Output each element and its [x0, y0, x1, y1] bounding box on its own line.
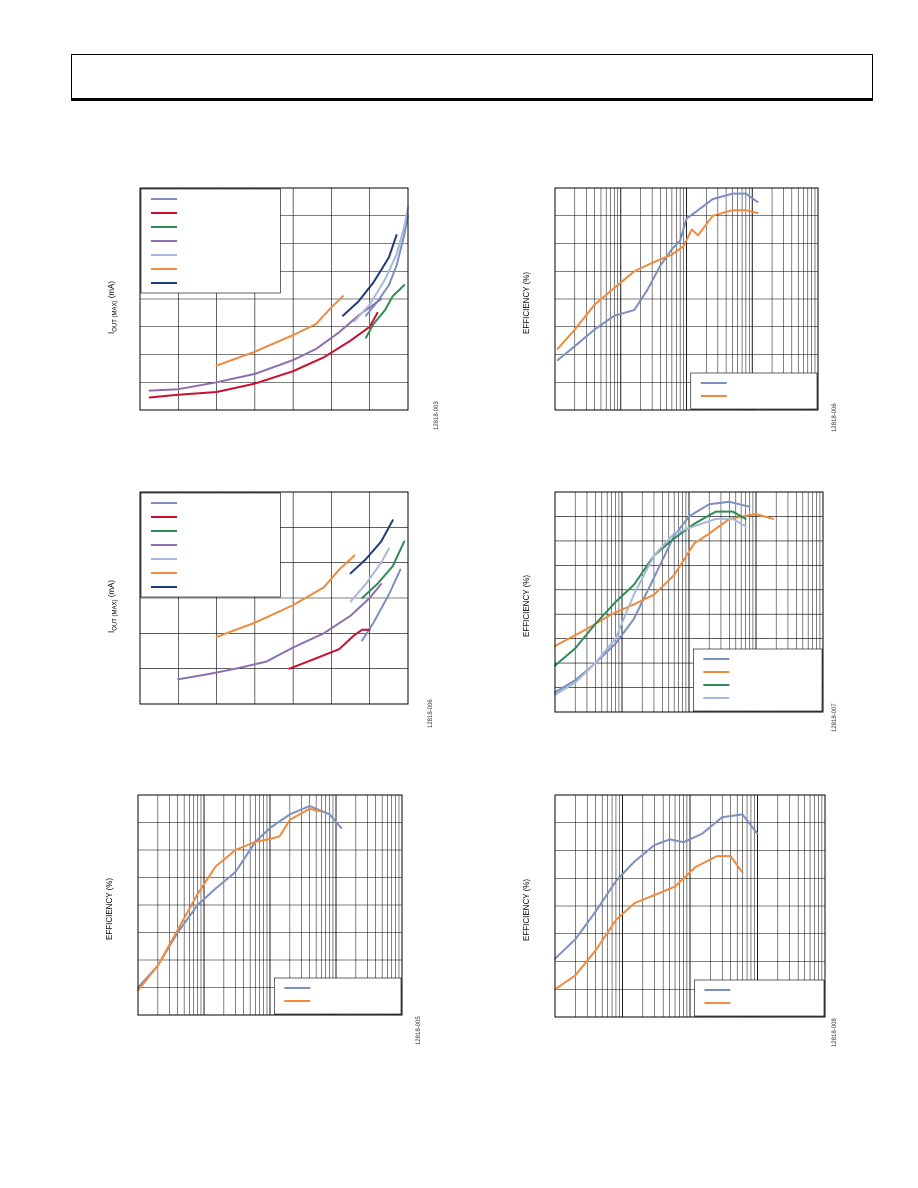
chart-svg-fig4	[554, 491, 824, 713]
series-line	[288, 628, 371, 670]
figure-id: 12818-003	[434, 401, 440, 430]
legend	[690, 372, 818, 410]
legend	[693, 648, 823, 712]
chart-svg-fig6	[554, 794, 826, 1018]
plot-frame	[139, 491, 409, 705]
y-axis-label-main: I	[107, 331, 116, 334]
plot-frame	[554, 794, 826, 1018]
series-line	[137, 805, 343, 989]
series-line	[556, 209, 759, 350]
chart-efficiency-2: EFFICIENCY (%) 12818-007	[520, 480, 838, 770]
chart-efficiency-3: EFFICIENCY (%) 12818-005	[100, 785, 422, 1075]
legend-box	[694, 979, 825, 1017]
y-axis-label: EFFICIENCY (%)	[522, 878, 531, 941]
legend	[140, 492, 281, 598]
y-axis-label: EFFICIENCY (%)	[522, 271, 531, 334]
series-line	[137, 807, 323, 992]
figure-id: 12818-007	[832, 703, 838, 732]
series-line	[215, 295, 344, 367]
chart-iout-max-2: IOUT (MAX) (mA) 12818-006	[100, 480, 434, 770]
legend	[273, 977, 402, 1015]
legend-box	[690, 372, 818, 410]
series-line	[554, 517, 747, 696]
y-axis-label: IOUT (MAX) (mA)	[107, 580, 119, 633]
series-line	[349, 547, 390, 603]
y-axis-label-unit: (mA)	[107, 280, 116, 301]
y-axis-label-main: I	[107, 630, 116, 633]
grid	[555, 188, 818, 410]
legend	[140, 188, 281, 294]
chart-svg-fig2	[554, 187, 819, 411]
series-line	[353, 206, 409, 323]
series-line	[341, 234, 398, 317]
figure-id: 12818-008	[832, 1018, 838, 1047]
grid	[555, 795, 825, 1017]
page-header	[71, 54, 873, 101]
y-axis-label-unit: (mA)	[107, 579, 116, 600]
chart-iout-max-1: IOUT (MAX) (mA) 12818-003	[100, 180, 440, 470]
series-line	[177, 582, 383, 681]
y-axis-label-sub: OUT (MAX)	[112, 300, 119, 332]
plot-frame	[139, 187, 409, 411]
legend	[694, 979, 825, 1017]
figure-id: 12818-006	[428, 699, 434, 728]
chart-svg-fig3	[139, 491, 409, 705]
y-axis-label: EFFICIENCY (%)	[105, 877, 114, 940]
y-axis-label-sub: OUT (MAX)	[112, 599, 119, 631]
series-line	[215, 554, 356, 638]
series-line	[556, 192, 759, 362]
series-line	[148, 298, 383, 392]
figure-id: 12818-006	[832, 403, 838, 432]
series-line	[554, 513, 775, 647]
y-axis-label: IOUT (MAX) (mA)	[107, 281, 119, 334]
series-line	[349, 519, 394, 575]
chart-svg-fig5	[137, 794, 403, 1016]
series-line	[364, 284, 406, 339]
series-line	[361, 540, 406, 599]
plot-frame	[554, 187, 819, 411]
plot-frame	[137, 794, 403, 1016]
series-line	[361, 568, 402, 642]
chart-efficiency-4: EFFICIENCY (%) 12818-008	[520, 785, 838, 1075]
series-line	[148, 311, 379, 399]
legend-box	[273, 977, 402, 1015]
series-line	[554, 510, 747, 667]
series-line	[554, 855, 744, 991]
series-line	[554, 813, 759, 960]
chart-svg-fig1	[139, 187, 409, 411]
figure-id: 12818-005	[416, 1016, 422, 1045]
y-axis-label: EFFICIENCY (%)	[522, 574, 531, 637]
chart-efficiency-1: EFFICIENCY (%) 12818-006	[520, 180, 838, 470]
grid	[138, 795, 402, 1015]
plot-frame	[554, 491, 824, 713]
